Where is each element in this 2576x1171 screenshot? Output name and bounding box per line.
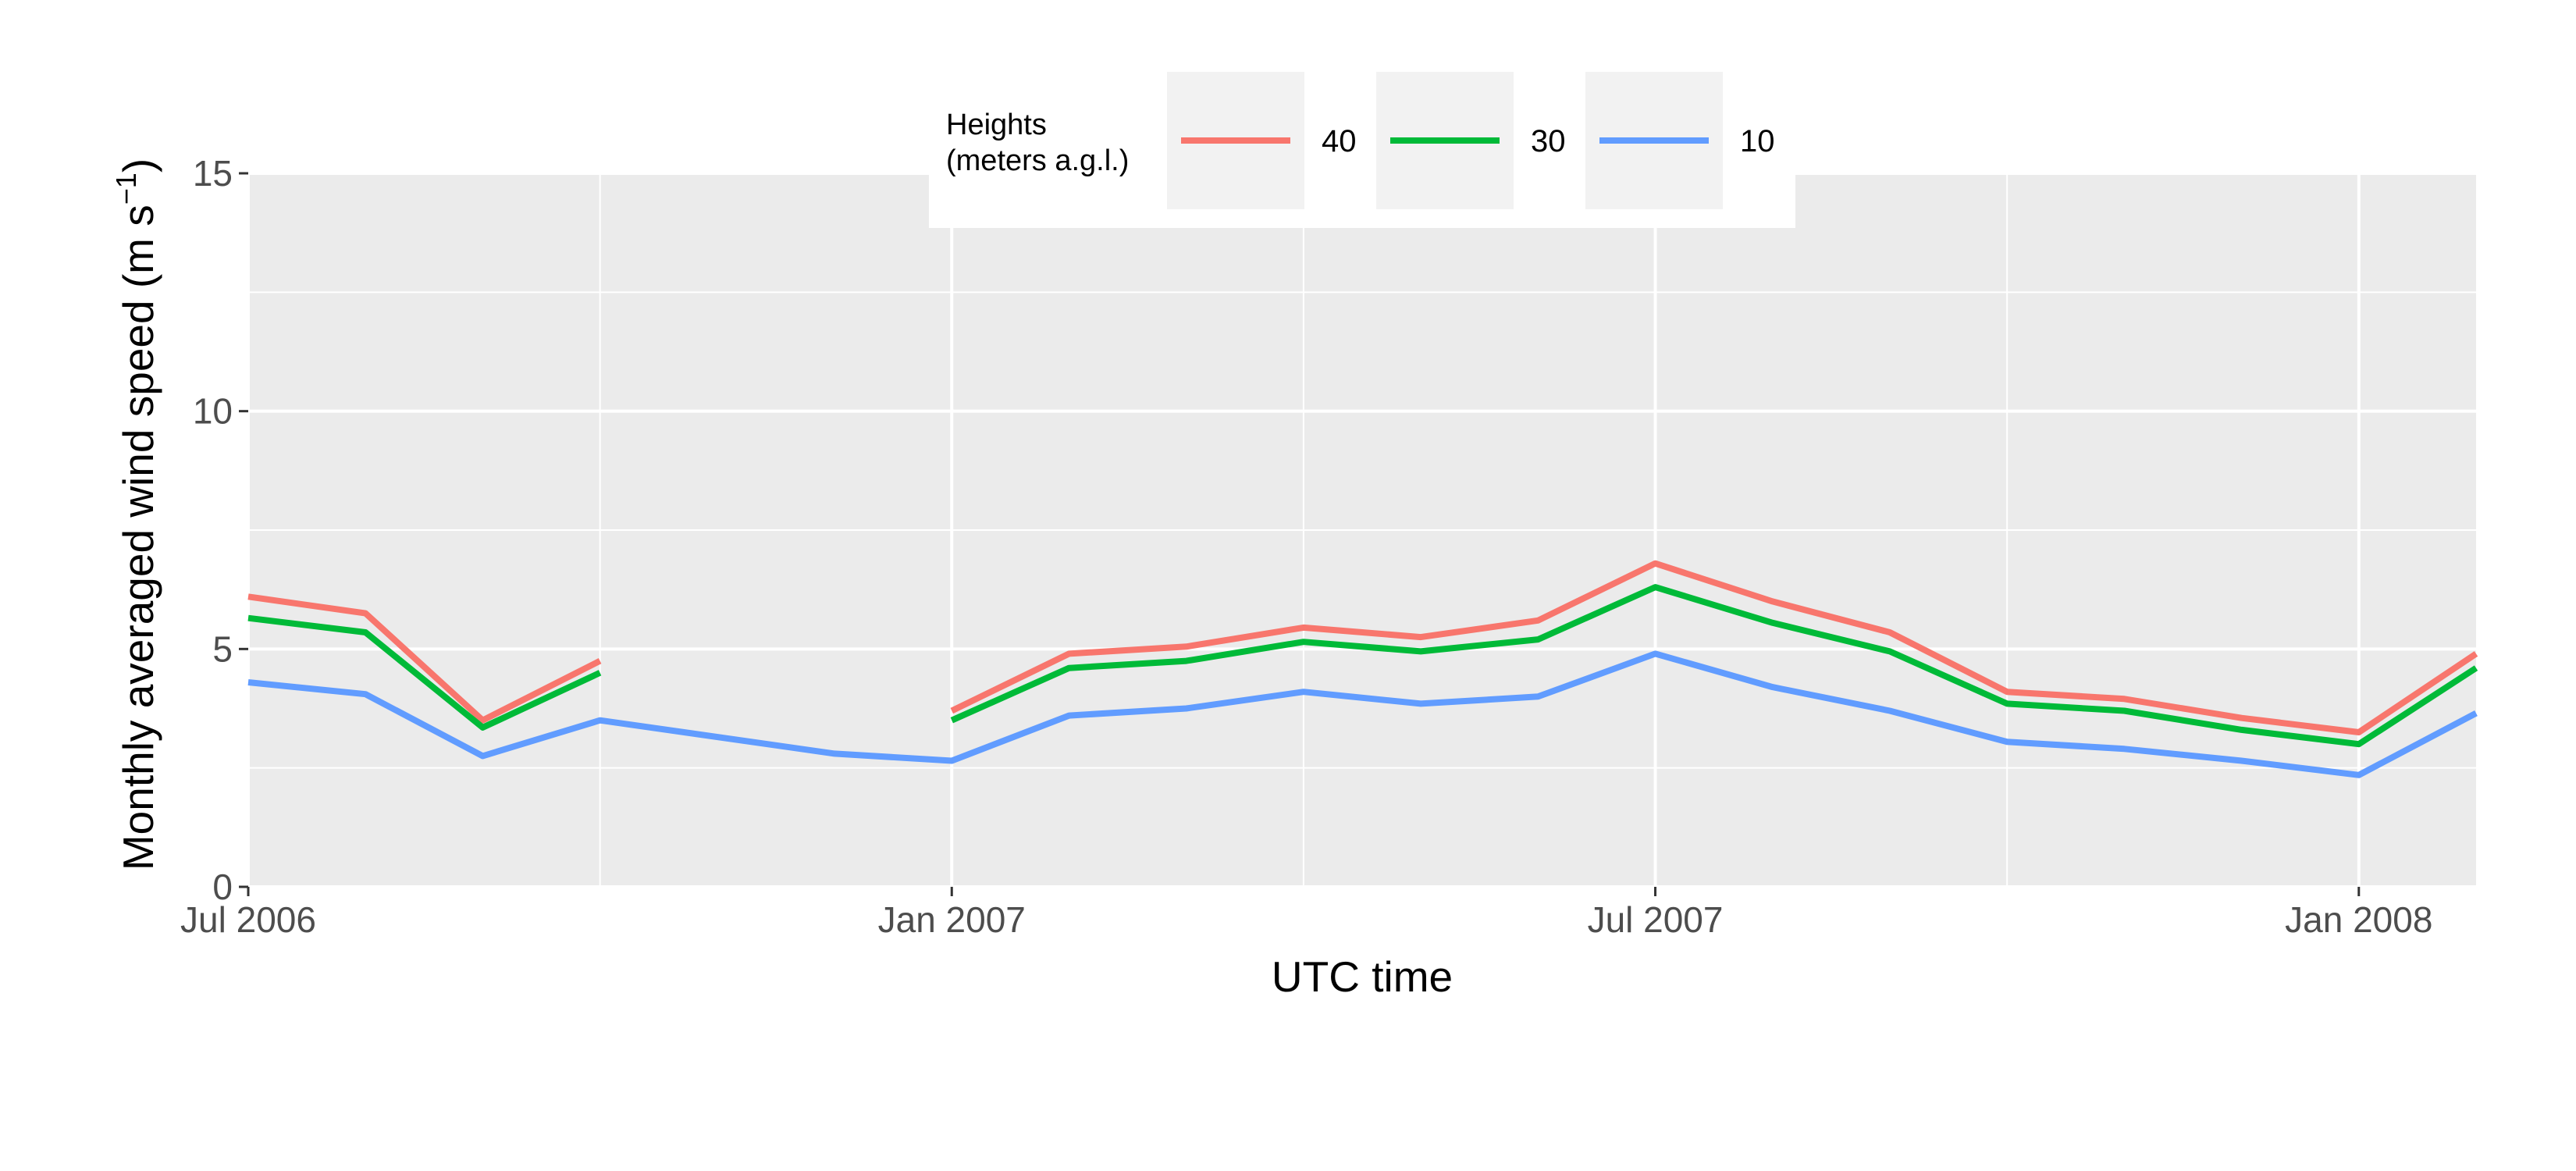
y-axis: 0 5 10 15: [193, 153, 248, 907]
legend-item-30: 30: [1376, 72, 1566, 209]
series-line-30-segment-2: [950, 584, 2478, 748]
series-line-40-segment-1: [247, 593, 602, 724]
y-axis-title: Monthly averaged wind speed (m s−1): [110, 158, 162, 870]
y-axis-title-text: Monthly averaged wind speed (m s: [114, 205, 162, 870]
y-tick-label: 5: [212, 628, 233, 669]
series-10: [247, 650, 2478, 778]
series-line-40-segment-2: [950, 560, 2478, 735]
x-tick-label: Jul 2006: [180, 899, 316, 940]
y-tick-label: 0: [212, 867, 233, 907]
x-axis-title: UTC time: [1272, 952, 1453, 1001]
legend: Heights (meters a.g.l.) 40 30 10: [929, 69, 1795, 228]
x-tick-label: Jan 2007: [878, 899, 1026, 940]
series-30: [247, 584, 2478, 748]
legend-title-line1: Heights: [946, 109, 1047, 141]
y-tick-label: 15: [193, 153, 233, 194]
legend-item-10: 10: [1585, 72, 1775, 209]
series-40: [247, 560, 2478, 735]
x-tick-label: Jan 2008: [2285, 899, 2432, 940]
legend-items: 40 30 10: [1167, 72, 1775, 209]
y-axis-title-close: ): [114, 158, 162, 173]
legend-label: 40: [1322, 124, 1357, 158]
x-axis: Jul 2006 Jan 2007 Jul 2007 Jan 2008: [180, 887, 2432, 940]
legend-label: 30: [1531, 124, 1566, 158]
series-line-10-segment-1: [247, 650, 2478, 778]
data-series: [247, 560, 2478, 778]
minor-gridlines: [248, 173, 2476, 887]
legend-title-line2: (meters a.g.l.): [946, 144, 1129, 177]
x-tick-label: Jul 2007: [1588, 899, 1724, 940]
series-line-30-segment-1: [247, 614, 602, 731]
legend-label: 10: [1740, 124, 1775, 158]
y-tick-label: 10: [193, 391, 233, 432]
legend-item-40: 40: [1167, 72, 1357, 209]
y-axis-title-exponent: −1: [110, 173, 142, 205]
